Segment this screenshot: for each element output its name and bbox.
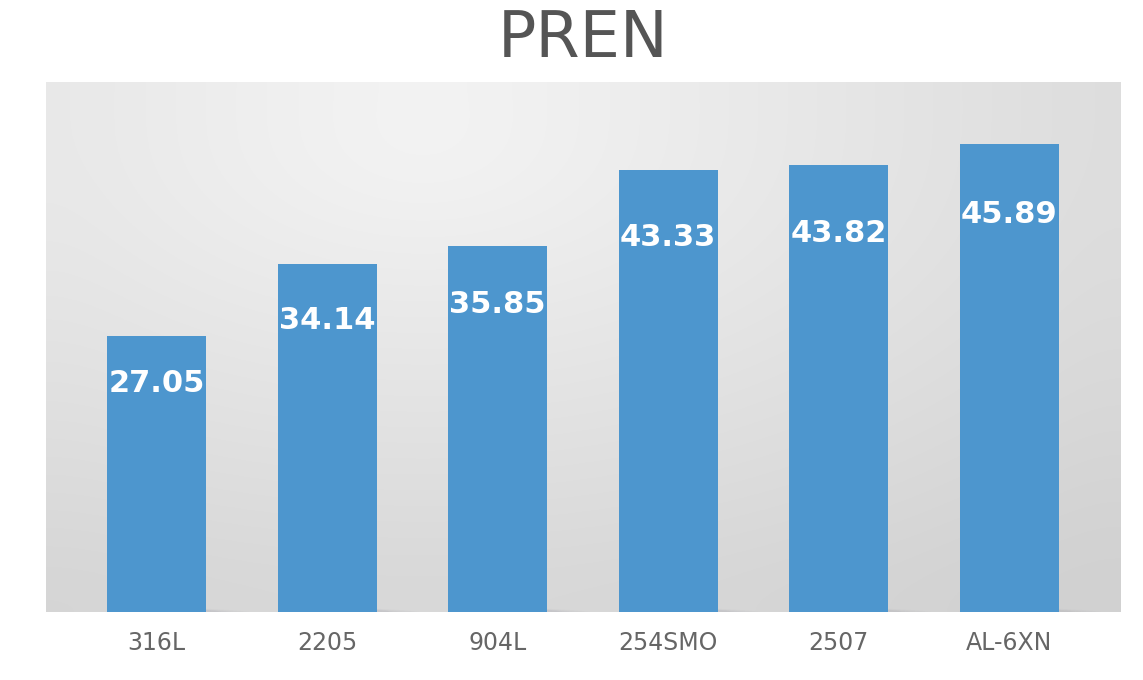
Ellipse shape [628,609,736,619]
Ellipse shape [446,609,584,623]
Ellipse shape [88,609,266,627]
Ellipse shape [275,609,414,623]
Ellipse shape [786,609,925,623]
Ellipse shape [115,609,225,619]
Text: 27.05: 27.05 [109,369,205,398]
Bar [107,336,206,612]
Text: 45.89: 45.89 [961,200,1057,229]
Ellipse shape [457,609,566,619]
Ellipse shape [941,609,1119,627]
Ellipse shape [600,609,777,627]
Bar [960,144,1058,612]
Ellipse shape [616,609,754,623]
Text: 43.82: 43.82 [791,219,887,248]
Ellipse shape [968,609,1078,619]
Bar [278,264,376,612]
Ellipse shape [287,609,395,619]
Text: 34.14: 34.14 [279,305,375,335]
Ellipse shape [957,609,1096,623]
Bar [618,170,718,612]
Bar [790,165,888,612]
Ellipse shape [104,609,242,623]
Ellipse shape [258,609,437,627]
Ellipse shape [798,609,906,619]
Bar [448,246,547,612]
Text: 35.85: 35.85 [449,290,546,319]
Ellipse shape [770,609,949,627]
Title: PREN: PREN [497,7,669,69]
Text: 43.33: 43.33 [620,223,717,252]
Ellipse shape [429,609,607,627]
